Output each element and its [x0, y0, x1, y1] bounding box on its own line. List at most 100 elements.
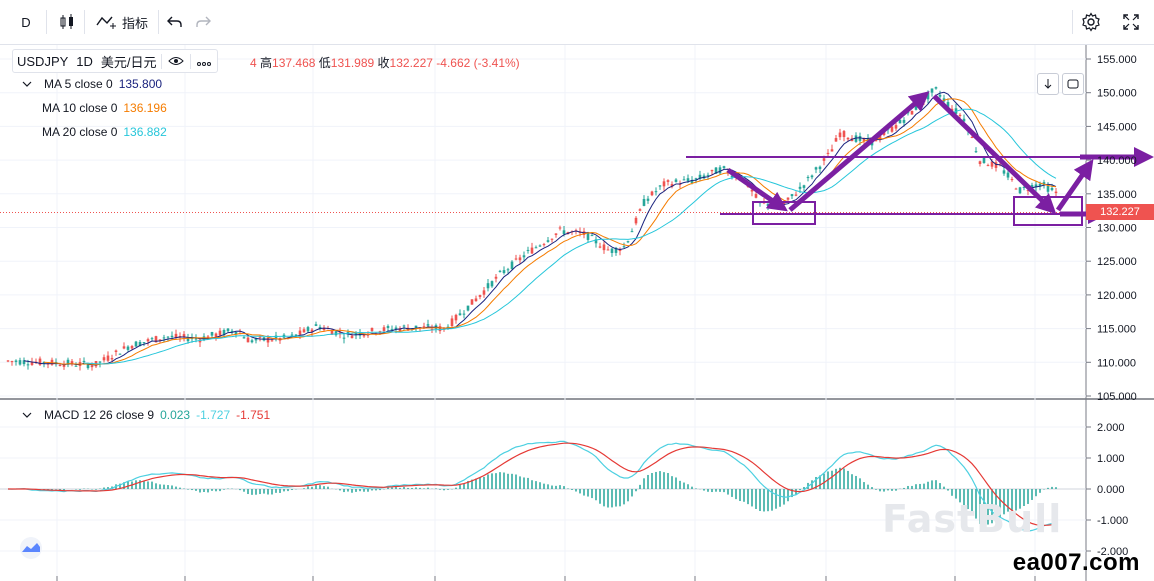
timeframe: 1D [76, 53, 93, 69]
candle-body [990, 161, 994, 167]
price-axis-label: 105.000 [1097, 391, 1137, 403]
candle-body [846, 137, 850, 140]
macd-axis-label: 0.000 [1097, 484, 1125, 496]
candle-style-icon[interactable] [54, 6, 80, 38]
candle-body [62, 363, 66, 367]
candle-body [426, 324, 430, 326]
candle-body [830, 149, 834, 152]
candle-body [986, 165, 990, 167]
candle-body [86, 364, 90, 369]
ma20-label: MA 20 close 0 [42, 125, 118, 139]
candle-body [1002, 170, 1006, 174]
candle-body [82, 360, 86, 362]
symbol-selector[interactable]: USDJPY 1D 美元/日元 [12, 49, 218, 73]
candle-body [730, 175, 734, 178]
candle-body [614, 247, 618, 253]
candle-body [38, 358, 42, 365]
macd-axis-label: 2.000 [1097, 422, 1125, 434]
candle-body [518, 257, 522, 261]
more-options-icon[interactable] [189, 53, 217, 69]
candle-body [498, 270, 502, 272]
candle-body [822, 158, 826, 161]
undo-icon[interactable] [164, 6, 186, 38]
ohlc-readout: 4 高137.468 低131.989 收132.227 -4.662 (-3.… [250, 54, 520, 71]
currency-pair-label: 美元/日元 [100, 54, 157, 70]
candle-body [750, 189, 754, 192]
candle-body [342, 337, 346, 339]
candle-body [226, 328, 230, 332]
macd-line-value: -1.727 [196, 408, 231, 422]
site-watermark: ea007.com [1012, 549, 1140, 576]
candle-body [802, 185, 806, 188]
candle-body [30, 362, 34, 365]
redo-icon[interactable] [192, 6, 214, 38]
tradingview-logo-icon[interactable] [15, 536, 47, 560]
macd-legend: MACD 12 26 close 9 0.023 -1.727 -1.751 [22, 408, 270, 422]
candle-body [994, 162, 998, 168]
candle-body [1022, 186, 1026, 188]
candle-body [562, 230, 566, 235]
candle-body [538, 245, 542, 247]
candle-body [394, 327, 398, 330]
candle-body [598, 246, 602, 248]
price-axis-label: 120.000 [1097, 290, 1137, 302]
candle-body [950, 108, 954, 111]
fullscreen-icon[interactable] [1118, 6, 1144, 38]
candle-body [26, 364, 30, 366]
collapse-chevron-icon[interactable] [22, 80, 32, 88]
candle-body [686, 178, 690, 182]
scroll-down-icon[interactable] [1037, 73, 1059, 95]
candle-body [618, 249, 622, 252]
candle-body [650, 191, 654, 196]
candle-body [254, 338, 258, 341]
candle-body [126, 346, 130, 350]
candle-body [466, 305, 470, 311]
toolbar-divider [158, 10, 159, 34]
annotation-arrow-up-2 [1055, 159, 1094, 212]
candle-body [246, 337, 250, 343]
candle-body [66, 359, 70, 365]
candle-body [890, 126, 894, 132]
candle-body [854, 135, 858, 142]
candle-body [154, 336, 158, 343]
settings-gear-icon[interactable] [1078, 6, 1104, 38]
candle-body [402, 325, 406, 327]
candle-body [6, 360, 10, 362]
candle-body [534, 247, 538, 249]
macd-label: MACD 12 26 close 9 [44, 408, 155, 422]
ma20-value: 136.882 [123, 125, 167, 139]
toolbar-divider [84, 10, 85, 34]
candle-body [122, 346, 126, 349]
candle-body [482, 290, 486, 295]
candle-body [546, 240, 550, 242]
candle-body [962, 118, 966, 122]
price-axis-label: 155.000 [1097, 54, 1137, 66]
candle-body [438, 326, 442, 332]
candle-body [270, 340, 274, 342]
candle-body [334, 331, 338, 336]
indicators-button[interactable]: 指标 [90, 6, 154, 38]
candle-body [414, 325, 418, 329]
candle-body [1050, 188, 1054, 191]
candle-body [118, 353, 122, 355]
candle-body [90, 365, 94, 368]
candle-body [354, 332, 358, 335]
candle-body [330, 330, 334, 335]
candle-body [250, 340, 254, 343]
candle-body [662, 181, 666, 187]
candle-body [626, 241, 630, 243]
candle-body [510, 261, 514, 269]
candle-body [110, 358, 114, 360]
candle-body [214, 333, 218, 338]
eye-icon[interactable] [160, 53, 190, 69]
candle-body [230, 330, 234, 333]
interval-button[interactable]: D [21, 14, 31, 30]
candle-body [606, 249, 610, 251]
candle-body [198, 339, 202, 343]
candle-body [694, 178, 698, 180]
candle-body [290, 334, 294, 336]
collapse-chevron-icon[interactable] [22, 411, 32, 419]
maximize-pane-icon[interactable] [1062, 73, 1084, 95]
macd-axis-label: -2.000 [1097, 546, 1128, 558]
